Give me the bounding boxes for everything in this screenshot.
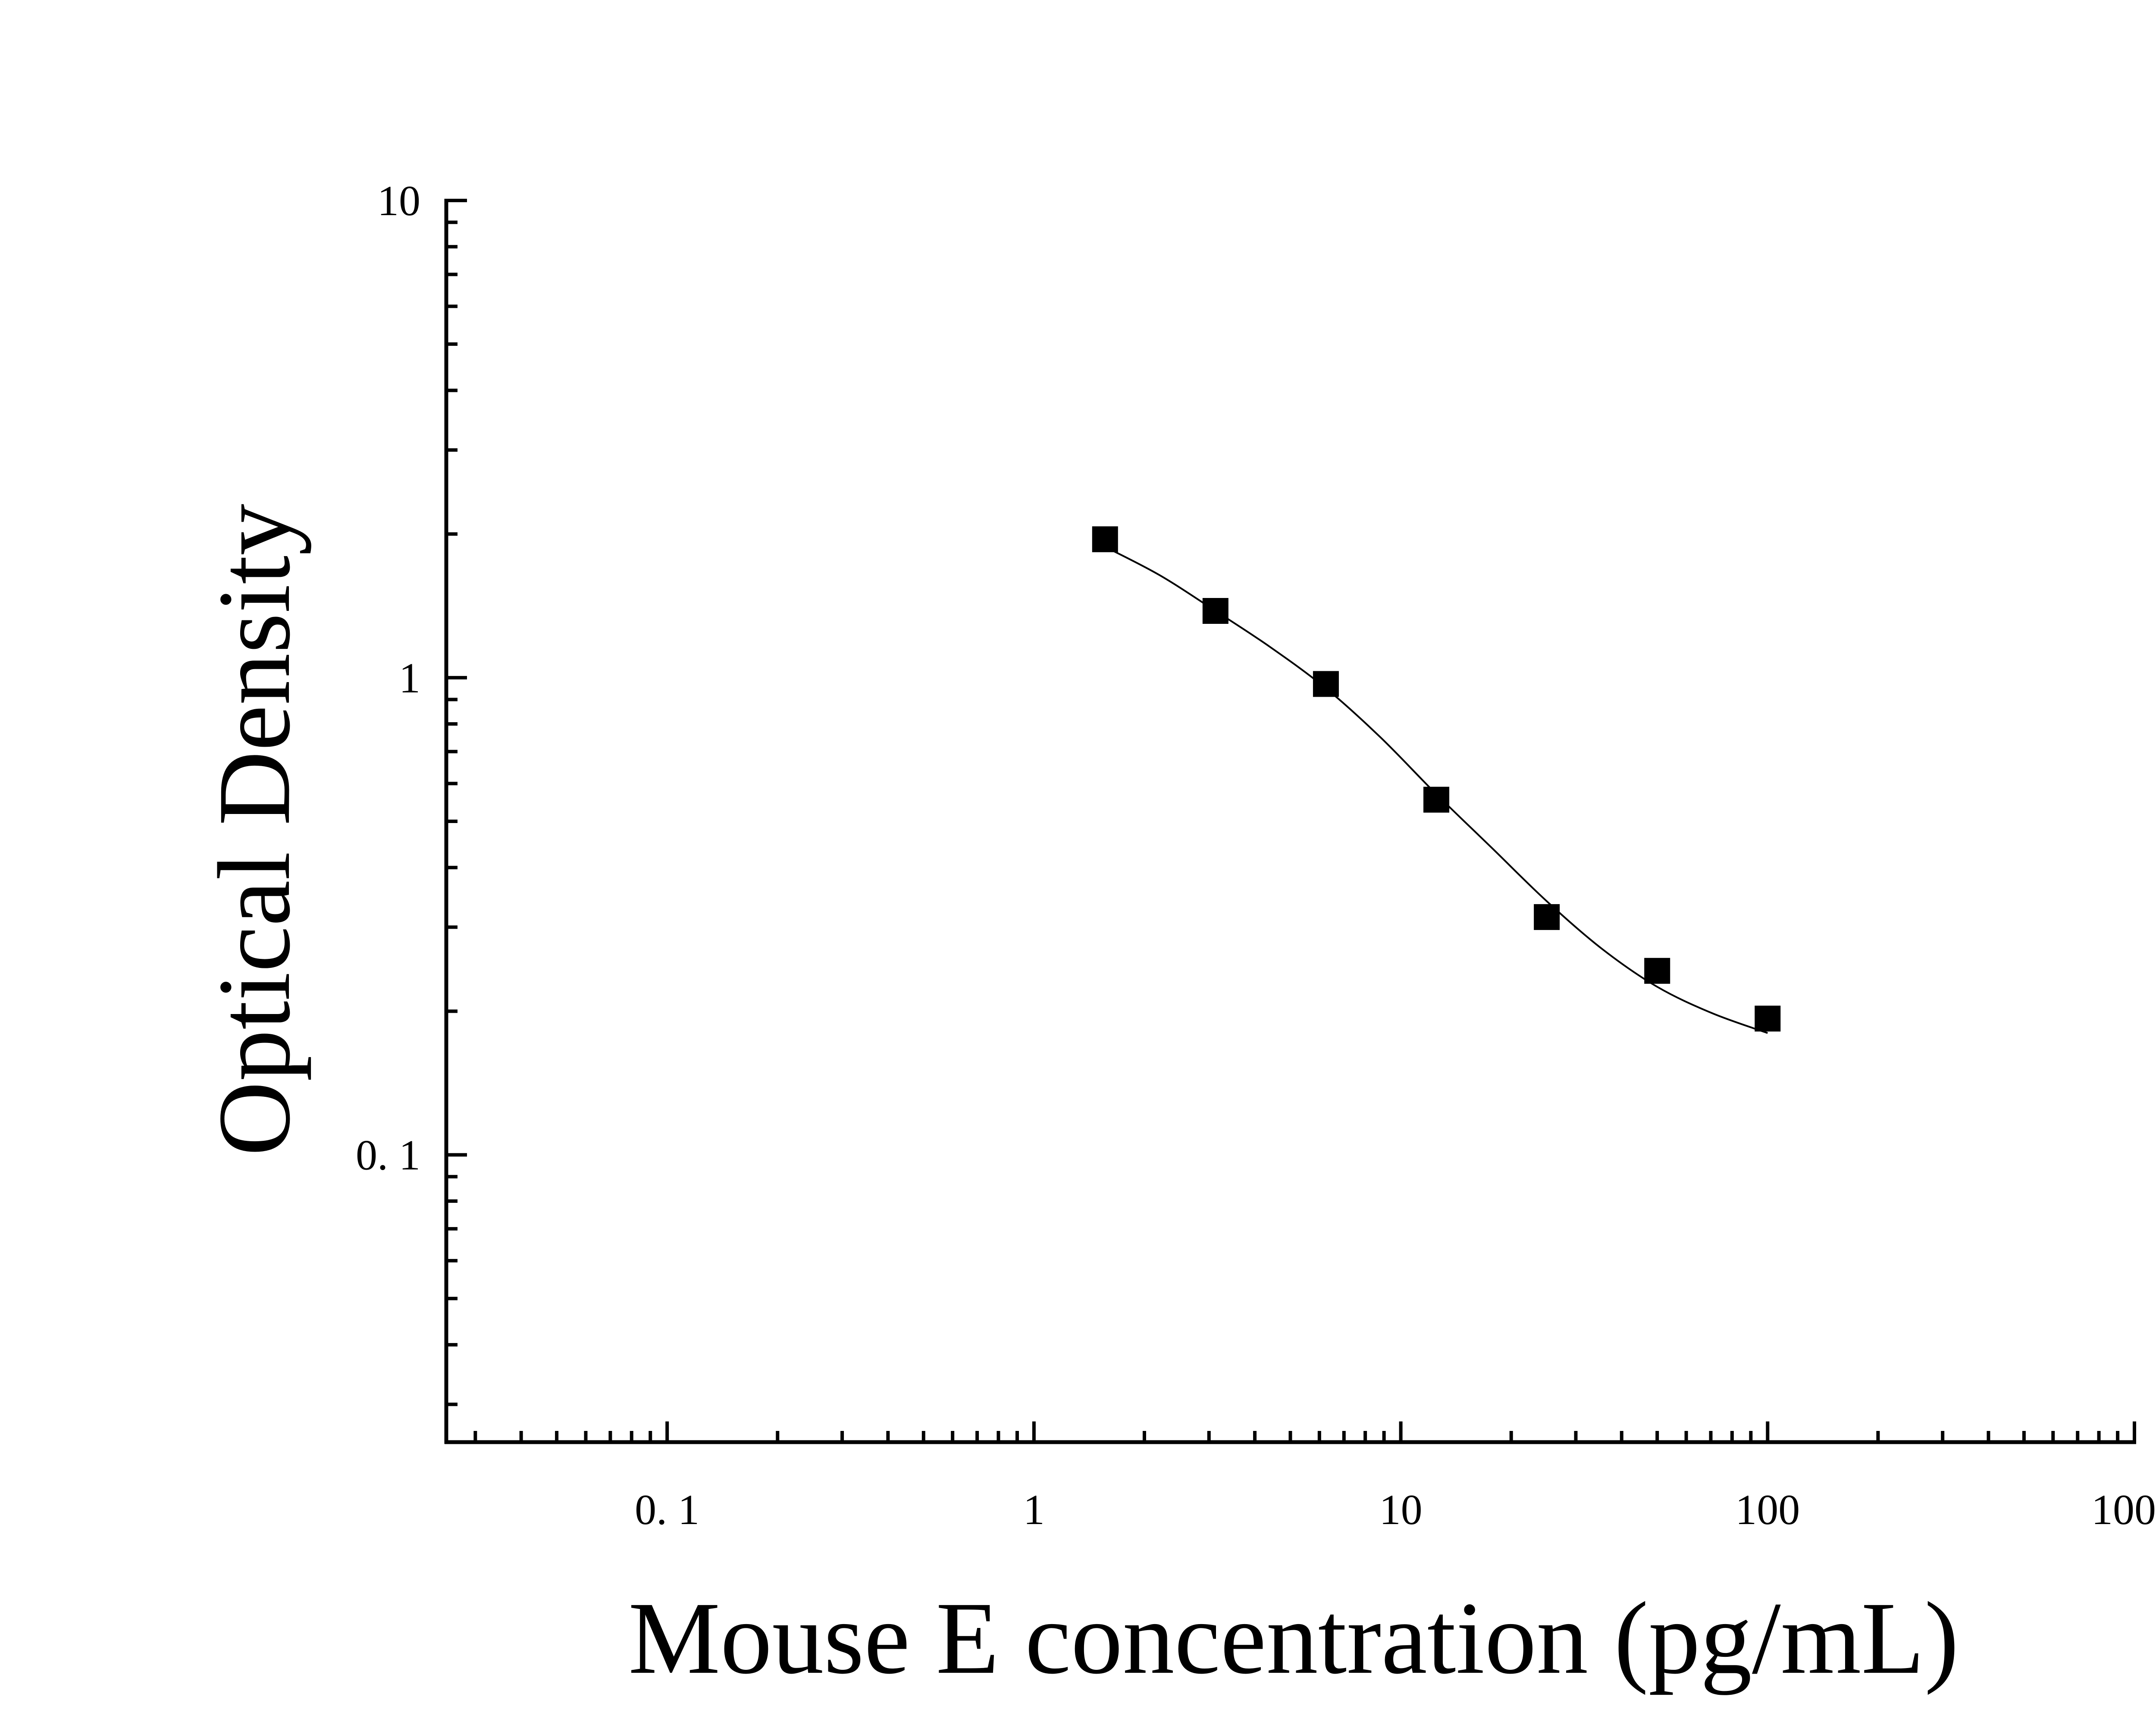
y-axis-title: Optical Density [197,504,311,1156]
x-ticks: 0. 1 1 10 100 1000 [473,1421,2156,1534]
data-point [1313,671,1339,697]
y-tick-label: 10 [377,177,420,225]
x-axis: 0. 1 1 10 100 1000 [445,1421,2156,1534]
data-point [1534,904,1560,930]
data-markers [1092,526,1781,1032]
y-tick-label: 1 [399,654,420,702]
y-ticks: 0. 1 1 10 [356,177,467,1406]
x-tick-label: 100 [1735,1486,1800,1534]
x-tick-label: 10 [1379,1486,1423,1534]
x-tick-label: 0. 1 [635,1486,699,1534]
data-point [1423,786,1450,813]
x-axis-title: Mouse E concentration (pg/mL) [628,1581,1959,1695]
data-point [1644,958,1670,984]
data-point [1755,1005,1781,1032]
data-point [1092,526,1118,552]
y-tick-label: 0. 1 [356,1131,420,1179]
x-tick-label: 1 [1023,1486,1045,1534]
data-point [1202,598,1228,624]
y-axis: 0. 1 1 10 [356,177,467,1444]
x-tick-label: 1000 [2091,1486,2156,1534]
